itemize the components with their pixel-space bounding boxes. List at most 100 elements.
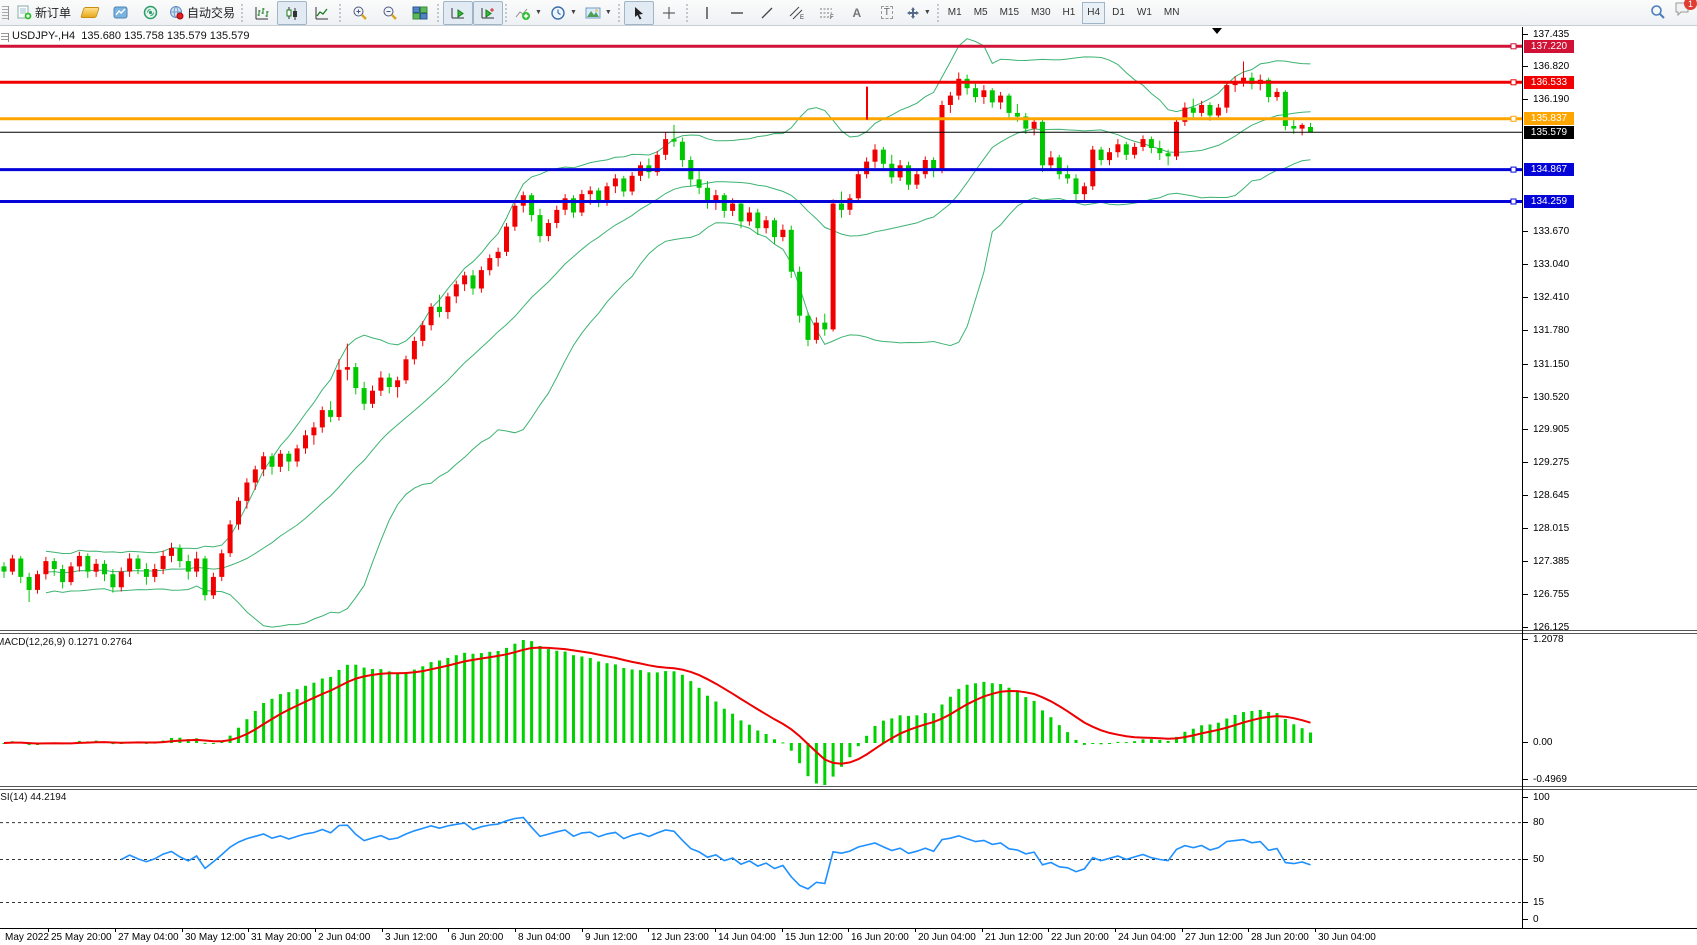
chart-shift-marker[interactable] <box>1212 28 1222 34</box>
timeframe-button-H4[interactable]: H4 <box>1082 1 1106 24</box>
price-tick-label: 131.780 <box>1523 325 1569 336</box>
chart-symbol-icon <box>1 33 9 42</box>
auto-scroll-button[interactable] <box>443 0 474 25</box>
panel-splitter[interactable] <box>0 786 1697 787</box>
candle <box>1006 95 1012 113</box>
candle <box>679 141 685 161</box>
time-label: 30 Jun 04:00 <box>1318 932 1376 943</box>
candle <box>1241 77 1246 82</box>
candle <box>378 377 384 391</box>
timeframe-button-D1[interactable]: D1 <box>1112 7 1125 18</box>
candle <box>998 95 1004 103</box>
panel-splitter[interactable] <box>0 789 1697 790</box>
bar-chart-button[interactable] <box>247 1 277 25</box>
timeframe-button-M5[interactable]: M5 <box>973 7 988 18</box>
candle <box>663 139 669 155</box>
candle <box>1199 105 1205 113</box>
zoom-in-button[interactable] <box>345 1 375 25</box>
candle <box>989 90 995 103</box>
candle <box>939 105 945 171</box>
candle <box>797 271 803 316</box>
line-chart-button[interactable] <box>307 1 337 25</box>
timeframe-button-H1[interactable]: H1 <box>1062 7 1076 18</box>
candle <box>135 558 141 569</box>
price-level-label: 135.579 <box>1524 125 1574 139</box>
time-tick <box>48 928 49 932</box>
zoom-out-button[interactable] <box>375 1 405 25</box>
vertical-line-button[interactable] <box>692 1 722 25</box>
candle <box>495 251 501 259</box>
timeframe-button-M30[interactable]: M30 <box>1031 7 1051 18</box>
rsi-tick-label: 100 <box>1523 792 1550 803</box>
timeframe-button-W1[interactable]: W1 <box>1136 7 1152 18</box>
indicators-button[interactable]: ▼ <box>511 1 546 25</box>
candlestick-chart-button[interactable] <box>277 0 308 25</box>
candle <box>813 322 819 340</box>
candle <box>428 306 434 326</box>
bar-chart-icon <box>255 6 269 19</box>
text-label-icon: T <box>880 6 893 19</box>
crosshair-button[interactable] <box>654 1 684 25</box>
timeframe-button-M15[interactable]: M15 <box>999 7 1020 18</box>
rsi-tick-label: 50 <box>1523 854 1544 865</box>
period-button[interactable]: ▼ <box>546 1 581 25</box>
time-label: 9 Jun 12:00 <box>585 932 638 943</box>
candle <box>202 558 208 596</box>
trendline-button[interactable] <box>752 1 782 25</box>
gold-icon <box>80 7 100 18</box>
candle <box>76 555 82 567</box>
signals-button[interactable] <box>135 1 165 25</box>
toolbar-grip <box>685 3 688 22</box>
candle <box>68 566 74 583</box>
text-label-button[interactable]: T <box>872 1 902 25</box>
time-label: May 2022 <box>5 932 49 943</box>
price-tick-label: 128.645 <box>1523 490 1569 501</box>
time-tick <box>315 928 316 932</box>
time-label: 24 Jun 04:00 <box>1118 932 1176 943</box>
tile-windows-button[interactable] <box>405 1 435 25</box>
candle <box>1215 107 1221 116</box>
new-order-button[interactable]: 新订单 <box>13 1 75 25</box>
chevron-down-icon: ▼ <box>604 9 612 16</box>
chart-shift-icon <box>481 7 495 18</box>
price-tick-label: 129.275 <box>1523 457 1569 468</box>
search-icon[interactable] <box>1650 4 1666 20</box>
chart-shift-button[interactable] <box>473 0 504 25</box>
horizontal-line-button[interactable] <box>722 1 752 25</box>
candle <box>1056 157 1062 175</box>
chart-title: USDJPY-,H4 135.680 135.758 135.579 135.5… <box>12 30 250 42</box>
candle <box>336 369 342 417</box>
candle <box>730 203 736 211</box>
macd-tick-label: -0.4969 <box>1523 774 1567 785</box>
price-tick-label: 126.125 <box>1523 622 1569 633</box>
chart-plot[interactable] <box>0 0 1522 945</box>
cursor-button[interactable] <box>623 0 654 25</box>
panel-splitter[interactable] <box>0 633 1697 634</box>
timeframe-button-M1[interactable]: M1 <box>947 7 962 18</box>
channel-button[interactable]: E <box>782 1 812 25</box>
candle <box>403 359 409 381</box>
text-button[interactable]: A <box>842 1 872 25</box>
auto-trading-button[interactable]: 自动交易 <box>165 1 239 25</box>
time-tick <box>382 928 383 932</box>
notifications-button[interactable]: 1 <box>1674 0 1697 22</box>
gold-button[interactable] <box>75 1 105 25</box>
panel-splitter[interactable] <box>0 630 1697 631</box>
candle <box>286 453 292 462</box>
candle <box>746 212 752 222</box>
market-icon <box>113 6 128 19</box>
tile-windows-icon <box>412 6 428 19</box>
arrows-button[interactable]: ▼ <box>902 1 935 25</box>
candle <box>1115 144 1121 153</box>
candle <box>93 563 99 572</box>
template-button[interactable]: ▼ <box>581 1 616 25</box>
toolbar-grip <box>339 3 342 22</box>
auto-scroll-icon <box>451 7 465 18</box>
fibonacci-button[interactable]: F <box>812 1 842 25</box>
price-tick-label: 131.150 <box>1523 359 1569 370</box>
timeframe-button-MN[interactable]: MN <box>1163 7 1180 18</box>
candle <box>604 186 610 201</box>
market-button[interactable] <box>105 1 135 25</box>
time-label: 30 May 12:00 <box>185 932 246 943</box>
vertical-line-icon <box>706 6 708 19</box>
